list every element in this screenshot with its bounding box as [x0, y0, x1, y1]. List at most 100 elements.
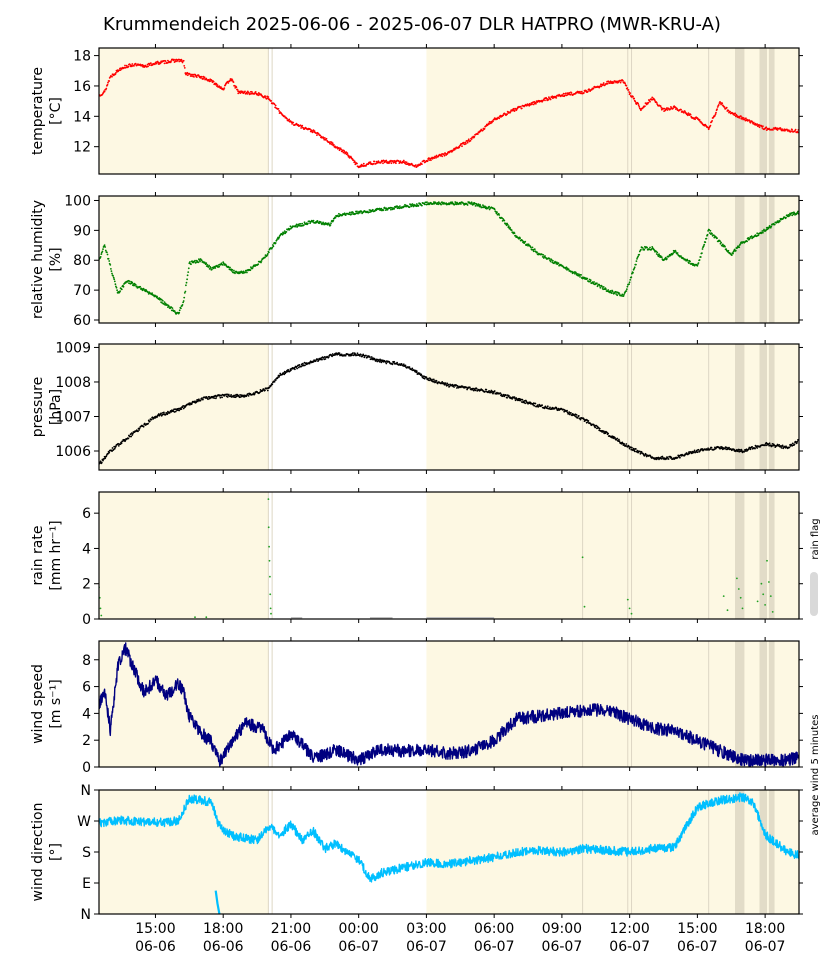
- temperature-point: [742, 117, 745, 119]
- pressure-point: [544, 405, 547, 408]
- humidity-point: [380, 207, 383, 210]
- humidity-point: [180, 307, 182, 310]
- humidity-point: [565, 266, 568, 269]
- x-tick-label-date: 06-06: [203, 939, 244, 955]
- humidity-point: [636, 258, 638, 260]
- temperature-point: [491, 121, 493, 124]
- pressure-point: [778, 444, 781, 446]
- temperature-point: [638, 105, 641, 108]
- y-tick-label: 6: [82, 506, 91, 522]
- humidity-point: [791, 214, 794, 217]
- x-tick-label-time: 03:00: [406, 921, 446, 937]
- daylight-band: [99, 492, 269, 619]
- humidity-point: [618, 293, 621, 295]
- temperature-point: [227, 82, 230, 84]
- x-tick-label-time: 18:00: [745, 921, 785, 937]
- temperature-point: [250, 90, 253, 93]
- pressure-point: [202, 398, 204, 401]
- pressure-point: [697, 448, 700, 451]
- pressure-ylabel: pressure [hPa]: [30, 377, 64, 437]
- humidity-point: [198, 259, 201, 261]
- pressure-point: [524, 402, 527, 405]
- humidity-point: [283, 230, 286, 233]
- rain-flag-band: [735, 492, 745, 619]
- temperature-point: [373, 160, 376, 163]
- pressure-point: [379, 358, 381, 361]
- humidity-point: [586, 277, 589, 280]
- humidity-point: [762, 231, 764, 234]
- humidity-point: [638, 253, 641, 256]
- temperature-point: [115, 72, 117, 74]
- humidity-point: [218, 265, 221, 268]
- pressure-point: [304, 364, 306, 367]
- pressure-point: [710, 446, 713, 449]
- temperature-point: [649, 100, 651, 103]
- wind_speed-line: [99, 642, 799, 767]
- humidity-point: [625, 290, 628, 292]
- temperature-point: [212, 80, 215, 83]
- humidity-point: [711, 233, 713, 235]
- humidity-point: [244, 271, 247, 274]
- y-tick-label: 1008: [55, 375, 91, 391]
- humidity-point: [616, 294, 619, 297]
- temperature-point: [216, 84, 219, 86]
- humidity-point: [479, 203, 481, 206]
- y-tick-label: 80: [73, 253, 91, 269]
- pressure-point: [435, 380, 438, 382]
- temperature-point: [385, 159, 388, 162]
- temperature-point: [232, 81, 235, 83]
- pressure-point: [536, 404, 539, 407]
- humidity-point: [488, 208, 491, 211]
- pressure-point: [754, 447, 756, 450]
- humidity-point: [623, 293, 625, 296]
- pressure-point: [391, 363, 394, 366]
- rain-point: [581, 556, 584, 559]
- y-tick-label: 6: [82, 680, 91, 696]
- pressure-point: [127, 437, 130, 440]
- pressure-point: [533, 404, 536, 407]
- rain-point: [99, 607, 102, 610]
- temperature-point: [169, 61, 172, 64]
- humidity-point: [312, 219, 315, 222]
- pressure-point: [137, 430, 139, 433]
- temperature-point: [319, 134, 322, 137]
- pressure-point: [747, 448, 750, 450]
- temperature-point: [470, 138, 473, 141]
- x-tick-label-date: 06-07: [542, 939, 583, 955]
- pressure-point: [521, 398, 524, 401]
- humidity-point: [183, 296, 186, 299]
- temperature-point: [791, 129, 794, 131]
- temperature-point: [647, 101, 650, 104]
- x-tick-label-time: 15:00: [677, 921, 717, 937]
- temperature-point: [751, 120, 753, 123]
- temperature-point: [292, 121, 295, 124]
- humidity-point: [747, 237, 750, 239]
- pressure-point: [198, 398, 200, 401]
- rain-flag-band: [768, 196, 775, 323]
- humidity-point: [719, 240, 721, 243]
- pressure-point: [279, 372, 282, 375]
- temperature-point: [236, 88, 239, 91]
- humidity-point: [421, 204, 423, 207]
- pressure-point: [431, 378, 433, 381]
- humidity-point: [593, 281, 595, 283]
- x-tick-label-date: 06-07: [745, 939, 786, 955]
- temperature-point: [353, 160, 356, 163]
- figure-title: Krummendeich 2025-06-06 - 2025-06-07 DLR…: [103, 14, 721, 35]
- humidity-point: [299, 223, 302, 225]
- humidity-point: [109, 264, 112, 266]
- temperature-point: [340, 148, 343, 151]
- pressure-point: [434, 381, 437, 383]
- daylight-band: [99, 196, 269, 323]
- temperature-point: [745, 117, 747, 120]
- pressure-point: [661, 455, 664, 458]
- temperature-point: [316, 134, 318, 137]
- humidity-point: [281, 233, 284, 236]
- humidity-point: [278, 236, 280, 239]
- humidity-point: [181, 304, 184, 306]
- temperature-point: [107, 81, 109, 84]
- temperature-point: [395, 162, 397, 165]
- pressure-point: [264, 389, 266, 392]
- humidity-point: [579, 276, 581, 278]
